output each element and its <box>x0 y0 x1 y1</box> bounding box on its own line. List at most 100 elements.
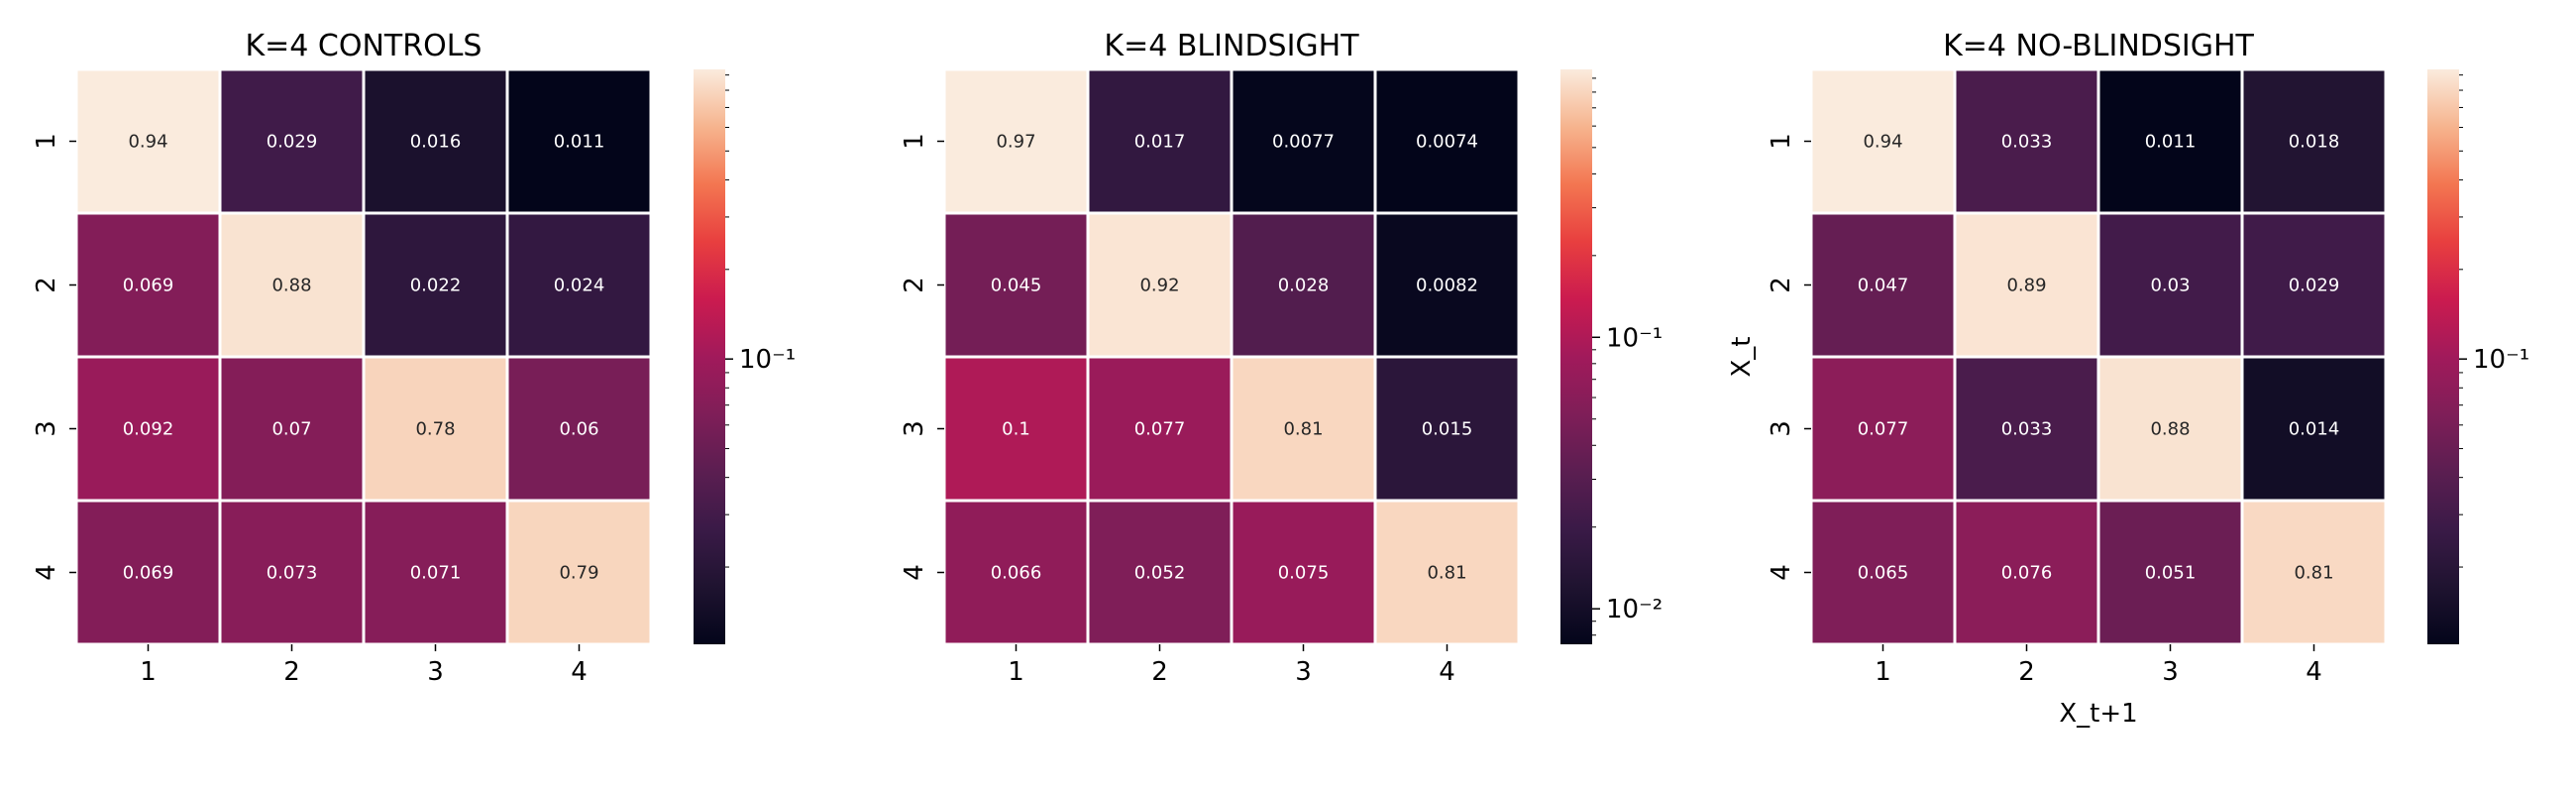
chart-title: K=4 NO-BLINDSIGHT <box>1943 29 2254 63</box>
heatmap-panel-1: K=4 CONTROLS 0.94 0.029 0.016 0.011 0.069 0.88… <box>32 29 796 687</box>
y-tick-label: 3 <box>32 420 61 437</box>
cell-label: 0.077 <box>1134 419 1186 440</box>
heatmap-cell <box>2096 355 2244 503</box>
colorbar-tick-label: 10⁻¹ <box>1606 323 1663 353</box>
colorbar <box>694 69 725 644</box>
x-tick-label: 3 <box>2162 657 2179 687</box>
heatmap-cell <box>1230 67 1377 215</box>
cell-label: 0.071 <box>410 563 462 584</box>
cell-label: 0.79 <box>559 563 598 584</box>
x-tick-label: 2 <box>283 657 300 687</box>
heatmap-cell <box>505 499 653 646</box>
cell-label: 0.017 <box>1134 132 1186 153</box>
cell-label: 0.0074 <box>1416 132 1478 153</box>
cell-label: 0.81 <box>1283 419 1323 440</box>
cell-label: 0.024 <box>554 276 605 296</box>
y-tick-label: 1 <box>32 133 61 150</box>
colorbar <box>2427 69 2459 644</box>
cell-label: 0.069 <box>123 563 174 584</box>
colorbar-tick-label: 10⁻¹ <box>739 345 796 375</box>
heatmap-cell <box>1373 211 1521 359</box>
cell-label: 0.092 <box>123 419 174 440</box>
colorbar <box>1560 69 1592 644</box>
cell-label: 0.033 <box>2001 132 2053 153</box>
heatmap-cell <box>505 211 653 359</box>
cell-label: 0.81 <box>2294 563 2333 584</box>
cell-label: 0.016 <box>410 132 462 153</box>
y-tick-label: 3 <box>1767 420 1796 437</box>
colorbar-tick-label: 10⁻¹ <box>2473 345 2529 375</box>
x-tick-label: 2 <box>2018 657 2035 687</box>
x-axis-label: X_t+1 <box>2059 699 2137 729</box>
cell-label: 0.94 <box>1863 132 1902 153</box>
heatmap-cell <box>1086 499 1234 646</box>
colorbar-tick-label: 10⁻² <box>1606 595 1663 624</box>
cell-label: 0.89 <box>2006 276 2046 296</box>
cell-label: 0.1 <box>1002 419 1030 440</box>
x-tick-label: 1 <box>140 657 157 687</box>
heatmap-cell <box>942 211 1090 359</box>
x-tick-label: 1 <box>1008 657 1024 687</box>
cell-label: 0.88 <box>2150 419 2190 440</box>
y-tick-label: 1 <box>1767 133 1796 150</box>
y-tick-label: 4 <box>900 564 929 581</box>
y-tick-label: 1 <box>900 133 929 150</box>
cell-label: 0.073 <box>267 563 318 584</box>
x-tick-label: 4 <box>2306 657 2322 687</box>
cell-label: 0.07 <box>271 419 311 440</box>
heatmap-cell <box>1809 355 1957 503</box>
heatmap-panel-3: K=4 NO-BLINDSIGHT 0.94 0.033 0.011 0.018 0.04… <box>1727 29 2529 729</box>
heatmap-cell <box>505 355 653 503</box>
cell-label: 0.011 <box>2145 132 2197 153</box>
chart-title: K=4 CONTROLS <box>246 29 483 63</box>
cell-label: 0.051 <box>2145 563 2197 584</box>
cell-label: 0.069 <box>123 276 174 296</box>
cell-label: 0.066 <box>991 563 1042 584</box>
cell-label: 0.78 <box>415 419 455 440</box>
heatmap-cell <box>218 499 366 646</box>
cell-label: 0.029 <box>2289 276 2340 296</box>
cell-label: 0.011 <box>554 132 605 153</box>
x-tick-label: 2 <box>1151 657 1168 687</box>
heatmap-cell <box>218 355 366 503</box>
cell-label: 0.075 <box>1278 563 1330 584</box>
cell-label: 0.015 <box>1422 419 1473 440</box>
cell-label: 0.81 <box>1427 563 1466 584</box>
cell-label: 0.077 <box>1858 419 1909 440</box>
x-tick-label: 3 <box>427 657 444 687</box>
cell-label: 0.97 <box>996 132 1035 153</box>
heatmap-cell <box>2096 211 2244 359</box>
cell-label: 0.0077 <box>1272 132 1335 153</box>
heatmap-cell <box>1953 499 2100 646</box>
heatmap-cell <box>1230 211 1377 359</box>
cell-label: 0.029 <box>267 132 318 153</box>
cell-label: 0.076 <box>2001 563 2053 584</box>
heatmap-cell <box>2096 499 2244 646</box>
y-tick-label: 4 <box>32 564 61 581</box>
heatmap-cell <box>1373 67 1521 215</box>
chart-title: K=4 BLINDSIGHT <box>1104 29 1359 63</box>
x-tick-label: 4 <box>1439 657 1455 687</box>
cell-label: 0.065 <box>1858 563 1909 584</box>
cell-label: 0.047 <box>1858 276 1909 296</box>
cell-label: 0.88 <box>271 276 311 296</box>
cell-label: 0.045 <box>991 276 1042 296</box>
cell-label: 0.06 <box>559 419 598 440</box>
heatmap-cell <box>1373 499 1521 646</box>
heatmap-cell <box>2240 67 2388 215</box>
heatmap-cell <box>218 211 366 359</box>
cell-label: 0.022 <box>410 276 462 296</box>
heatmap-cell <box>218 67 366 215</box>
cell-label: 0.014 <box>2289 419 2340 440</box>
y-axis-label: X_t <box>1727 336 1757 377</box>
cell-label: 0.0082 <box>1416 276 1478 296</box>
x-tick-label: 3 <box>1295 657 1312 687</box>
heatmap-panel-2: K=4 BLINDSIGHT 0.97 0.017 0.0077 0.0074 0.045… <box>900 29 1663 687</box>
y-tick-label: 4 <box>1767 564 1796 581</box>
y-tick-label: 2 <box>32 277 61 293</box>
y-tick-label: 3 <box>900 420 929 437</box>
heatmap-cell <box>505 67 653 215</box>
cell-label: 0.018 <box>2289 132 2340 153</box>
heatmap-cell <box>2240 355 2388 503</box>
